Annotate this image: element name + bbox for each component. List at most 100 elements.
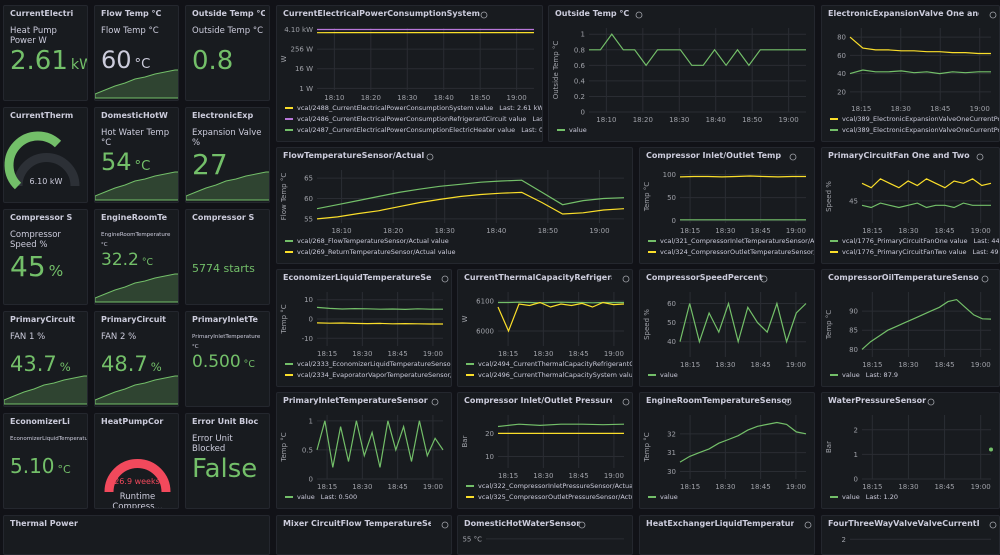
unit: %	[151, 360, 162, 374]
legend-name: vcal/1776_PrimaryCircuitFanTwo value	[842, 248, 966, 256]
y-axis-label: W	[280, 55, 288, 62]
x-tick-label: 18:15	[862, 227, 882, 235]
panel-title: CompressorSpeedPercent	[646, 273, 794, 282]
x-tick-label: 18:15	[498, 350, 518, 358]
info-circle	[481, 12, 487, 18]
legend-swatch	[648, 496, 656, 498]
chart: 55 °C	[458, 532, 632, 554]
y-tick-label: 6100	[476, 298, 494, 306]
series-line	[317, 307, 443, 309]
panel-title: Outside Temp °C	[555, 9, 794, 18]
x-tick-label: 18:15	[317, 483, 337, 491]
x-tick-label: 18:10	[596, 116, 616, 124]
legend-name: vcal/322_CompressorInletPressureSensor/A…	[478, 482, 632, 490]
y-tick-label: 30	[667, 468, 676, 476]
y-tick-label: 90	[849, 308, 858, 316]
info-icon	[927, 398, 935, 406]
legend-swatch	[557, 129, 565, 131]
series-line	[862, 179, 991, 188]
stat-value: 43.7%	[10, 352, 71, 376]
panel-title: FlowTemperatureSensor/Actual	[283, 151, 612, 160]
x-tick-label: 19:00	[604, 350, 624, 358]
y-axis-label: Speed %	[643, 309, 651, 340]
x-tick-label: 18:15	[862, 483, 882, 491]
legend-label: vcal/2333_EconomizerLiquidTemperatureSen…	[297, 360, 451, 368]
panel-title: EconomizerLiquidTemperatureSensor /	[283, 273, 431, 282]
y-tick-label: 2	[854, 426, 858, 434]
legend-name: vcal/269_ReturnTemperatureSensor/Actual …	[297, 248, 455, 256]
legend-name: vcal/2333_EconomizerLiquidTemperatureSen…	[297, 360, 451, 368]
sparkline-area	[95, 70, 179, 98]
series-line	[317, 192, 624, 219]
x-tick-label: 18:30	[397, 94, 417, 102]
x-tick-label: 18:45	[930, 105, 950, 113]
info-icon	[760, 275, 768, 283]
x-tick-label: 18:15	[317, 350, 337, 358]
chart-panel: EconomizerLiquidTemperatureSensor / Temp …	[276, 269, 452, 387]
value: 2.61	[10, 46, 68, 76]
info-circle	[785, 399, 791, 405]
x-tick-label: 18:15	[680, 227, 700, 235]
y-tick-label: 60	[667, 300, 676, 308]
value: 5774 starts	[192, 262, 255, 275]
x-tick-label: 19:00	[604, 472, 624, 480]
y-tick-label: 0.8	[574, 46, 585, 54]
value: 43.7	[10, 352, 57, 376]
x-tick-label: 18:30	[898, 483, 918, 491]
legend-swatch	[285, 363, 293, 365]
panel-title: Compressor Inlet/Outlet Pressure	[464, 396, 612, 405]
series-line	[680, 423, 806, 463]
stat-value: 27	[192, 148, 228, 181]
x-tick-label: 18:20	[383, 227, 403, 235]
chart-panel: HeatExchangerLiquidTemperatureSens	[639, 515, 815, 555]
info-circle	[982, 276, 988, 282]
y-tick-label: 4.10 kW	[284, 26, 313, 34]
x-tick-label: 18:15	[862, 361, 882, 369]
y-axis-label: Temp °C	[280, 304, 288, 334]
x-tick-label: 18:30	[715, 483, 735, 491]
legend-swatch	[648, 240, 656, 242]
y-axis-label: Temp °C	[643, 182, 651, 212]
info-circle	[761, 276, 767, 282]
stat-value: 60°C	[101, 46, 150, 74]
x-tick-label: 18:45	[751, 361, 771, 369]
unit: %	[49, 262, 64, 280]
chart-panel: FourThreeWayValveValveCurrentPositi2	[821, 515, 1000, 555]
stat-value: 48.7%	[101, 352, 162, 376]
legend-swatch	[285, 129, 293, 131]
y-axis-label: W	[461, 315, 469, 322]
y-tick-label: 0	[309, 476, 313, 484]
x-tick-label: 18:50	[470, 94, 490, 102]
y-tick-label: 20	[837, 88, 846, 96]
panel-title: PrimaryCircuitFan One and Two	[828, 151, 979, 160]
panel-title: DomesticHotWaterSensor	[464, 519, 612, 528]
info-icon	[622, 275, 630, 283]
legend-label: vcal/2488_CurrentElectricalPowerConsumpt…	[297, 104, 542, 112]
legend-swatch	[466, 496, 474, 498]
stat-subtitle: EconomizerLiquidTemperatureSensor	[10, 434, 83, 444]
y-tick-label: 50	[667, 194, 676, 202]
x-tick-label: 18:15	[680, 483, 700, 491]
panel-title: FourThreeWayValveValveCurrentPositi	[828, 519, 979, 528]
panel-title: CurrentThermalCapacityRefrigerantCir	[464, 273, 612, 282]
legend-name: vcal/325_CompressorOutletPressureSensor/…	[478, 493, 632, 501]
x-tick-label: 19:00	[786, 227, 806, 235]
y-tick-label: 0	[581, 109, 585, 117]
legend-label: vcal/321_CompressorInletTemperatureSenso…	[660, 237, 814, 245]
y-axis-label: Bar	[825, 441, 833, 453]
panel-title: HeatExchangerLiquidTemperatureSens	[646, 519, 794, 528]
stat-panel: EconomizerLiEconomizerLiquidTemperatureS…	[3, 413, 88, 509]
x-tick-label: 18:45	[388, 350, 408, 358]
